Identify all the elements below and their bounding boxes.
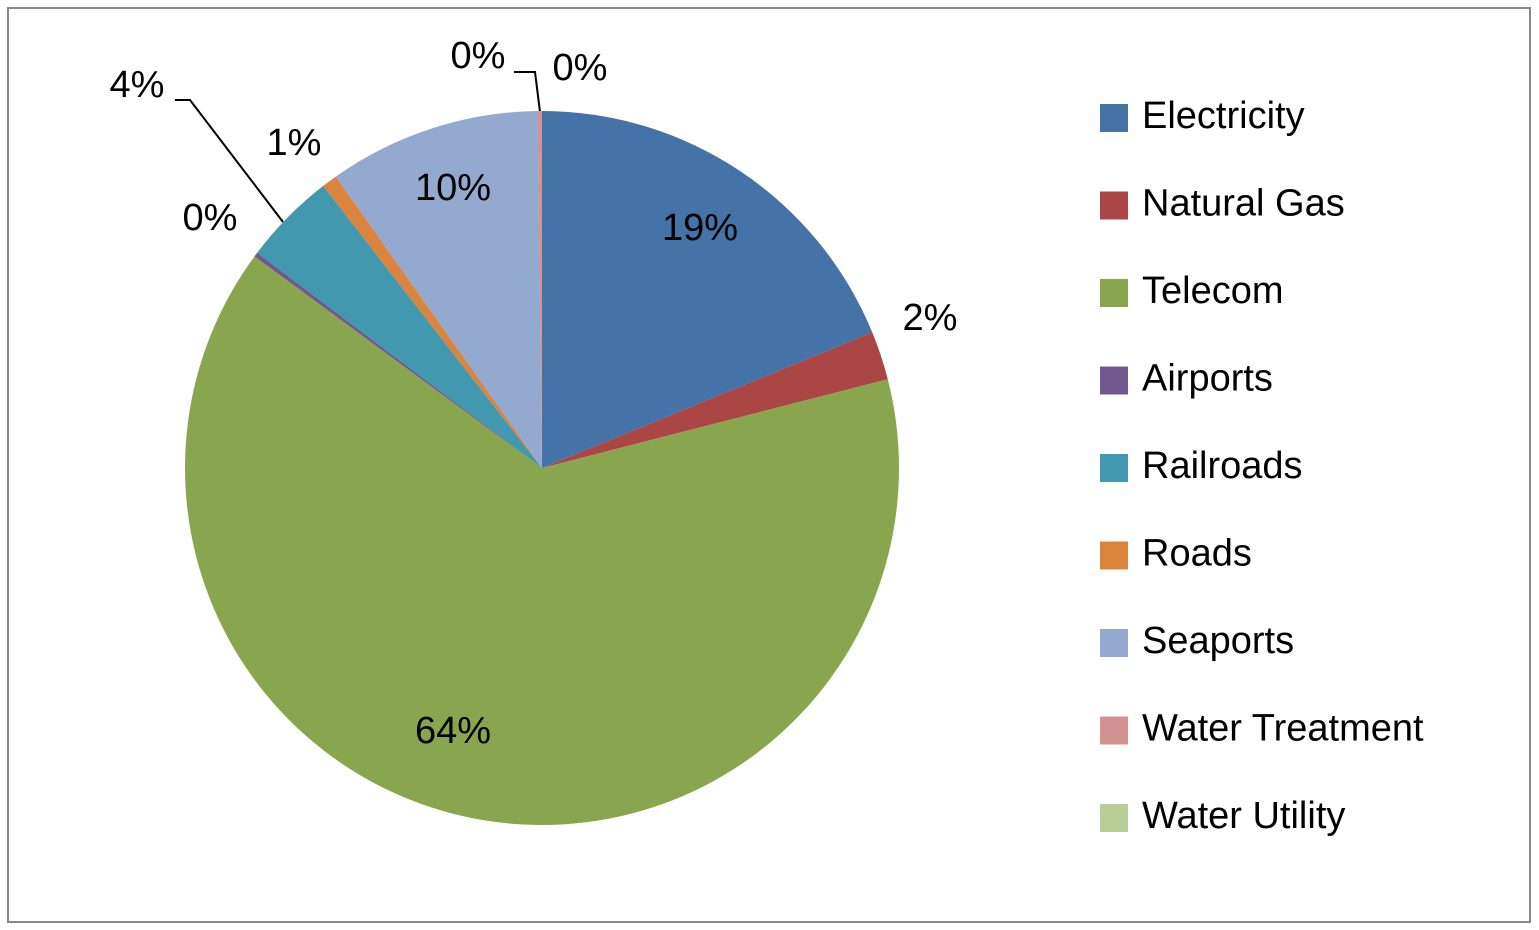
pie-slice xyxy=(254,252,543,468)
legend-swatch xyxy=(1100,541,1128,570)
leader-line xyxy=(175,99,284,223)
legend-swatch xyxy=(1100,279,1128,307)
legend-swatch xyxy=(1100,191,1128,220)
legend-label: Water Utility xyxy=(1142,795,1345,837)
legend-swatch xyxy=(1100,804,1128,832)
pie-slice xyxy=(323,176,542,468)
data-label: 0% xyxy=(183,197,238,239)
pie-slice xyxy=(537,111,542,468)
data-label: 1% xyxy=(267,122,322,164)
leader-line xyxy=(514,71,541,113)
legend-label: Railroads xyxy=(1142,445,1303,487)
data-label: 2% xyxy=(903,297,958,339)
legend-swatch xyxy=(1100,366,1128,395)
legend-swatch xyxy=(1100,716,1128,745)
legend-label: Natural Gas xyxy=(1142,183,1345,225)
pie-slice xyxy=(184,256,899,826)
data-label: 0% xyxy=(553,47,608,89)
data-label: 19% xyxy=(662,207,738,249)
legend-label: Water Treatment xyxy=(1142,708,1424,750)
legend-label: Airports xyxy=(1142,358,1273,400)
legend-label: Roads xyxy=(1142,533,1252,575)
pie-slice xyxy=(542,332,888,468)
data-label: 0% xyxy=(451,35,506,77)
legend-label: Telecom xyxy=(1142,270,1284,312)
pie-slice xyxy=(335,111,542,468)
data-label: 4% xyxy=(110,64,165,106)
legend-label: Seaports xyxy=(1142,620,1294,662)
data-label: 10% xyxy=(415,167,491,209)
legend-label: Electricity xyxy=(1142,95,1305,137)
legend-swatch xyxy=(1100,104,1128,132)
pie-slice xyxy=(542,111,873,468)
legend-swatch xyxy=(1100,629,1128,657)
legend-swatch xyxy=(1100,454,1128,482)
data-label: 64% xyxy=(415,710,491,752)
pie-slice xyxy=(257,185,542,468)
